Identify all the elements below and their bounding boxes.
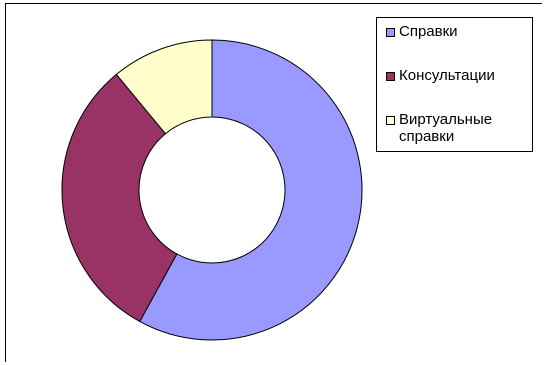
- slice-konsultatsii: [61, 73, 178, 323]
- legend-label-spravki: Справки: [399, 23, 458, 40]
- legend-swatch-virtualnye-spravki: [386, 116, 395, 125]
- legend-swatch-konsultatsii: [386, 72, 395, 81]
- slice-virtualnye-spravki: [115, 39, 213, 135]
- legend-label-virtualnye-spravki: Виртуальные справки: [399, 111, 493, 145]
- legend-swatch-spravki: [386, 28, 395, 37]
- legend: Справки Консультации Виртуальные справки: [376, 17, 533, 152]
- legend-label-konsultatsii: Консультации: [399, 67, 495, 84]
- slice-spravki: [139, 39, 363, 341]
- slices-group: [61, 39, 363, 341]
